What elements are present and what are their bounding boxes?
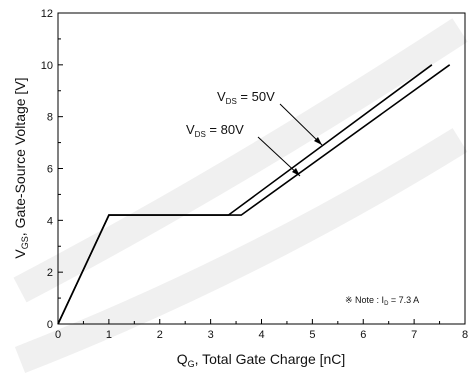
x-tick-label: 6 [360,329,366,341]
x-tick-label: 5 [309,329,315,341]
x-tick-label: 8 [462,329,468,341]
x-tick-label: 3 [208,329,214,341]
x-tick-label: 4 [258,329,264,341]
arrowhead-50v [314,137,322,145]
arrowhead-80v [292,168,300,176]
x-tick-label: 2 [157,329,163,341]
watermark [13,18,468,374]
y-tick-label: 12 [41,8,53,20]
y-tick-label: 8 [47,112,53,124]
x-axis-label: QG, Total Gate Charge [nC] [177,351,346,369]
x-tick-label: 0 [55,329,61,341]
series-lines [57,64,451,325]
series-arrow-50v [279,103,323,146]
y-tick-label: 2 [47,267,53,279]
y-tick-label: 4 [47,215,53,227]
x-tick-label: 7 [411,329,417,341]
x-tick-label: 1 [106,329,112,341]
series-label-50v: VDS = 50V [217,89,275,106]
y-tick-label: 10 [41,60,53,72]
series-arrow-80v [257,136,301,177]
y-tick-label: 0 [47,319,53,331]
series-line-1 [57,64,451,325]
y-axis-ticks: 0 2 4 6 8 10 12 [41,8,63,331]
y-axis-label: VGS, Gate-Source Voltage [V] [12,77,30,258]
x-axis-ticks: 0 1 2 3 4 5 6 7 8 [55,319,468,341]
note-text: ※ Note : ID = 7.3 A [345,295,419,307]
series-label-80v: VDS = 80V [186,122,244,139]
y-tick-label: 6 [47,164,53,176]
